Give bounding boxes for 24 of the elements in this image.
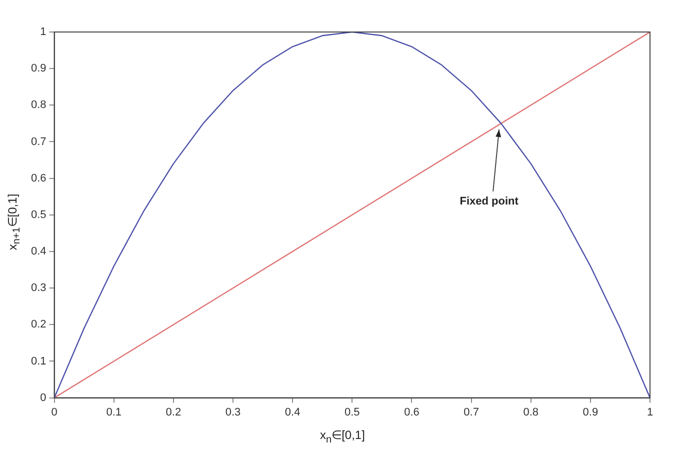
y-tick-label: 0.1 [30, 355, 46, 368]
x-tick-label: 0.6 [404, 406, 420, 418]
x-tick-label: 0.7 [464, 406, 479, 418]
y-tick-label: 1 [40, 26, 46, 38]
y-tick-label: 0.5 [30, 208, 46, 221]
x-tick-label: 0.9 [582, 406, 598, 418]
x-tick-label: 0.2 [166, 406, 182, 418]
y-tick-label: 0.8 [30, 99, 46, 112]
x-tick-label: 0.3 [225, 406, 241, 418]
y-tick-label: 0 [40, 392, 46, 404]
x-axis-title: x$_{n}$∈[0,1] [319, 428, 366, 446]
annotation: Fixed point [460, 195, 519, 208]
x-tick-label: 0.1 [106, 406, 122, 418]
y-tick-label: 0.6 [30, 172, 46, 184]
x-tick-label: 0.8 [523, 406, 539, 418]
x-tick-label: 0 [51, 406, 58, 418]
x-tick-label: 1 [646, 406, 654, 418]
y-tick-label: 0.7 [30, 136, 46, 148]
y-tick-label: 0.3 [30, 282, 46, 294]
y-tick-label: 0.2 [30, 318, 46, 331]
y-tick-label: 0.9 [30, 62, 46, 75]
x-tick-label: 0.5 [344, 406, 360, 418]
y-tick-label: 0.4 [30, 246, 46, 258]
x-tick-label: 0.4 [284, 406, 300, 418]
